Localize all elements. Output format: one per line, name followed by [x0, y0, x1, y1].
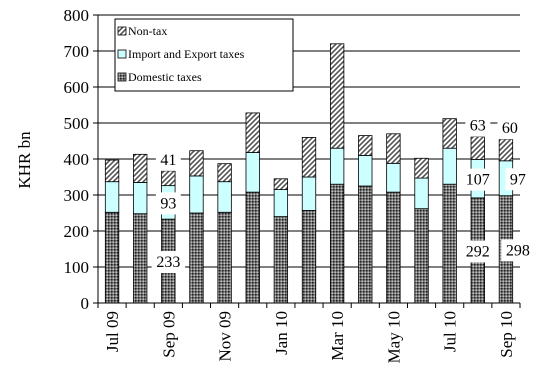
bar-segment	[273, 178, 289, 191]
bar-segment	[470, 136, 485, 160]
data-label: 298	[506, 242, 530, 259]
data-label-box	[465, 114, 491, 137]
bar-segment	[414, 208, 429, 304]
bar-segment	[217, 163, 232, 183]
legend-label: Non-tax	[128, 24, 167, 38]
x-tick-label: Jan 10	[272, 311, 291, 355]
bar-segment	[442, 118, 457, 149]
bar-segment	[414, 177, 429, 210]
bar-segment	[217, 181, 232, 213]
legend-label: Import and Export taxes	[128, 47, 245, 61]
bar-segment	[104, 159, 120, 183]
data-label-box	[461, 240, 495, 263]
bar-segment	[245, 112, 260, 153]
data-label: 41	[160, 152, 176, 169]
x-tick-label: Mar 10	[328, 311, 347, 361]
data-label-box	[461, 168, 495, 191]
data-label: 292	[466, 243, 490, 260]
x-tick-label: Jul 09	[103, 311, 122, 352]
bar-segment	[329, 183, 345, 304]
y-tick-label: 600	[64, 78, 90, 97]
data-label-box	[155, 148, 181, 171]
legend: Non-tax Import and Export taxes Domestic t…	[114, 18, 294, 92]
bar-segment	[329, 43, 345, 149]
bar-segment	[301, 136, 317, 178]
legend-label: Domestic taxes	[128, 70, 202, 84]
data-labels: 41 93 233 63 107 292 60 97 298	[151, 114, 535, 274]
y-tick-label: 500	[64, 114, 90, 133]
bar-segment	[301, 210, 317, 304]
data-label: 97	[510, 171, 526, 188]
data-label: 233	[156, 254, 180, 271]
y-tick-label: 200	[64, 222, 90, 241]
y-tick-label: 0	[81, 294, 90, 313]
bar-segment	[189, 175, 204, 214]
axes: 0 100 200 300 400 500 600 700 800 Jul 09 Sep 09 Nov…	[64, 6, 521, 363]
bar-segment	[104, 211, 120, 304]
data-label-box	[151, 251, 186, 274]
bar-segment	[133, 213, 148, 304]
bar-segment	[104, 181, 120, 213]
y-tick-label: 700	[64, 42, 90, 61]
data-label-box	[501, 239, 535, 262]
data-label: 60	[502, 120, 518, 137]
bar-segment	[273, 216, 289, 304]
data-label-box	[505, 168, 531, 191]
legend-swatch	[117, 49, 127, 59]
y-tick-label: 100	[64, 258, 90, 277]
bar-segment	[245, 152, 260, 193]
data-label: 63	[470, 118, 486, 135]
bar-segment	[329, 147, 345, 185]
bar-segment	[189, 212, 204, 304]
bar-segment	[386, 133, 401, 164]
legend-box	[114, 18, 294, 92]
x-tick-label: Nov 09	[216, 311, 235, 362]
bar-segment	[358, 154, 373, 187]
legend-swatch	[117, 26, 127, 36]
x-tick-label: Jul 10	[441, 311, 460, 352]
y-axis-title: KHR bn	[15, 131, 34, 189]
x-tick-label: Sep 10	[497, 311, 516, 358]
bar-segment	[301, 176, 317, 211]
data-label-box	[497, 117, 523, 140]
legend-swatch	[117, 72, 127, 82]
bar-segment	[273, 189, 289, 218]
bar-segment	[498, 138, 514, 162]
bar-segment	[358, 185, 373, 304]
bar-segment	[245, 191, 260, 304]
x-tick-label: Sep 09	[159, 311, 178, 358]
bar-segment	[442, 147, 457, 185]
bar-segment	[386, 191, 401, 304]
bar-segment	[189, 150, 204, 177]
y-tick-label: 400	[64, 150, 90, 169]
bar-segment	[133, 181, 148, 215]
bar-segment	[217, 211, 232, 304]
bar-segment	[442, 183, 457, 304]
bar-segment	[161, 170, 176, 187]
bar-segment	[133, 153, 148, 183]
bar-segment	[358, 135, 373, 156]
data-label: 93	[160, 195, 176, 212]
y-tick-label: 300	[64, 186, 90, 205]
y-tick-label: 800	[64, 6, 90, 25]
x-tick-label: May 10	[384, 311, 403, 363]
bar-segment	[386, 162, 401, 193]
bar-segment	[414, 157, 429, 179]
data-label-box	[155, 192, 181, 215]
data-label: 107	[466, 172, 490, 189]
